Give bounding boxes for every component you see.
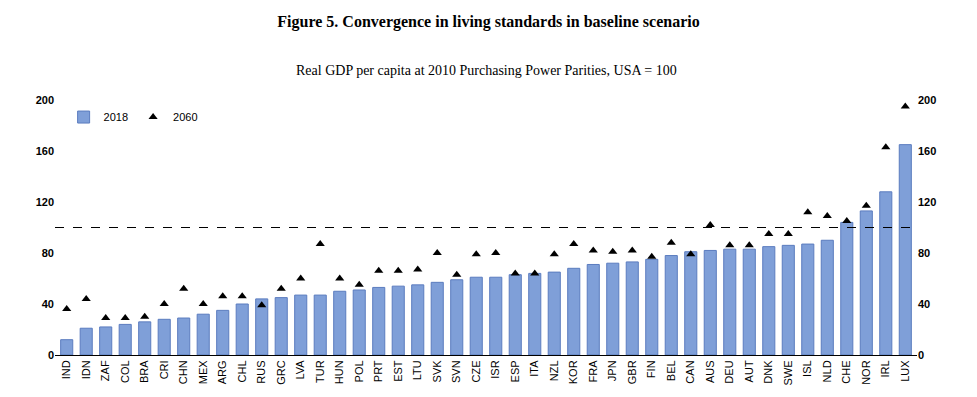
svg-text:80: 80 [42, 247, 54, 259]
svg-text:GBR: GBR [626, 360, 638, 384]
svg-text:BEL: BEL [665, 360, 677, 381]
svg-text:Real GDP per capita at 2010 Pu: Real GDP per capita at 2010 Purchasing P… [296, 63, 677, 78]
svg-text:POL: POL [353, 360, 365, 382]
svg-text:SWE: SWE [782, 360, 794, 385]
svg-text:120: 120 [918, 196, 936, 208]
svg-text:IDN: IDN [80, 360, 92, 379]
svg-text:DNK: DNK [762, 360, 774, 384]
svg-text:IRL: IRL [879, 360, 891, 377]
svg-text:CAN: CAN [684, 360, 696, 383]
svg-text:ESP: ESP [509, 360, 521, 382]
svg-text:RUS: RUS [255, 360, 267, 383]
svg-text:DEU: DEU [723, 360, 735, 383]
svg-text:CHL: CHL [236, 360, 248, 382]
svg-text:SVK: SVK [431, 360, 443, 383]
svg-text:CHE: CHE [840, 360, 852, 383]
svg-text:80: 80 [918, 247, 930, 259]
svg-text:ISL: ISL [801, 360, 813, 377]
svg-text:2018: 2018 [104, 111, 128, 123]
svg-text:JPN: JPN [606, 360, 618, 381]
svg-text:COL: COL [119, 360, 131, 383]
svg-text:ISR: ISR [489, 360, 501, 378]
svg-text:IND: IND [60, 360, 72, 379]
svg-text:2060: 2060 [173, 111, 197, 123]
svg-text:LVA: LVA [294, 360, 306, 380]
svg-text:PRT: PRT [372, 360, 384, 382]
svg-text:120: 120 [36, 196, 54, 208]
svg-text:200: 200 [36, 94, 54, 106]
svg-text:0: 0 [918, 349, 924, 361]
svg-text:HUN: HUN [333, 360, 345, 384]
svg-text:BRA: BRA [138, 360, 150, 383]
svg-text:SVN: SVN [450, 360, 462, 383]
svg-text:ZAF: ZAF [99, 360, 111, 381]
svg-text:TUR: TUR [314, 360, 326, 383]
svg-text:Figure 5. Convergence in livin: Figure 5. Convergence in living standard… [277, 13, 699, 31]
svg-text:FRA: FRA [587, 360, 599, 383]
svg-text:40: 40 [918, 298, 930, 310]
svg-text:NOR: NOR [860, 360, 872, 385]
svg-text:AUT: AUT [743, 360, 755, 382]
svg-text:LUX: LUX [899, 360, 911, 382]
svg-text:NZL: NZL [548, 360, 560, 381]
svg-text:CRI: CRI [158, 360, 170, 379]
svg-text:160: 160 [36, 145, 54, 157]
svg-text:FIN: FIN [645, 360, 657, 378]
svg-text:160: 160 [918, 145, 936, 157]
svg-text:200: 200 [918, 94, 936, 106]
svg-text:NLD: NLD [821, 360, 833, 382]
svg-text:ITA: ITA [528, 360, 540, 377]
svg-text:CZE: CZE [470, 360, 482, 382]
svg-text:AUS: AUS [704, 360, 716, 383]
svg-text:0: 0 [48, 349, 54, 361]
svg-text:MEX: MEX [197, 360, 209, 385]
svg-text:40: 40 [42, 298, 54, 310]
svg-text:ARG: ARG [216, 360, 228, 384]
svg-text:EST: EST [392, 360, 404, 382]
svg-text:LTU: LTU [411, 360, 423, 380]
svg-text:CHN: CHN [177, 360, 189, 384]
svg-text:KOR: KOR [567, 360, 579, 384]
svg-text:GRC: GRC [275, 360, 287, 385]
